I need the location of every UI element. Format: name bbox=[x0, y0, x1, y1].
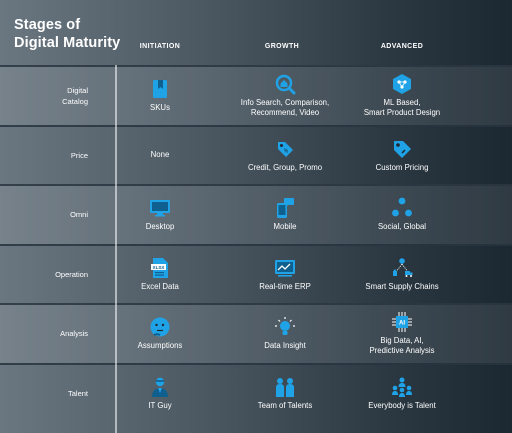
cell-advanced: ML Based, Smart Product Design bbox=[327, 67, 477, 125]
two-people-icon bbox=[274, 376, 296, 398]
hexagon-network-icon bbox=[391, 73, 413, 95]
cell-growth: % Credit, Group, Promo bbox=[210, 127, 360, 185]
cell-initiation: Desktop bbox=[85, 186, 235, 244]
desktop-monitor-icon bbox=[149, 197, 171, 219]
cell-text: Data Insight bbox=[264, 341, 306, 351]
row-label: Omni bbox=[0, 186, 88, 244]
cell-text: Mobile bbox=[273, 222, 297, 232]
row-label: Digital Catalog bbox=[0, 67, 88, 125]
cell-text: IT Guy bbox=[148, 400, 172, 410]
cell-text: Info Search, Comparison, Recommend, Vide… bbox=[240, 98, 330, 118]
column-header-advanced: ADVANCED bbox=[380, 43, 424, 50]
row-label: Price bbox=[0, 127, 88, 185]
cell-growth: Team of Talents bbox=[210, 365, 360, 423]
cell-advanced: AI Big Data, AI, Predictive Analysis bbox=[327, 305, 477, 363]
row-label-text: Price bbox=[70, 150, 88, 160]
ai-chip-icon: AI bbox=[391, 311, 413, 333]
cell-text: Team of Talents bbox=[257, 400, 313, 410]
supply-chain-icon bbox=[391, 257, 413, 279]
cell-advanced: Everybody is Talent bbox=[327, 365, 477, 423]
mobile-chat-icon bbox=[274, 197, 296, 219]
table-row: Price None% Credit, Group, Promo Custom Pri… bbox=[0, 124, 512, 185]
table-row: Talent IT Guy Team of Talents Everybody is … bbox=[0, 362, 512, 423]
cell-text: ML Based, Smart Product Design bbox=[363, 98, 441, 118]
cell-text: Desktop bbox=[145, 222, 175, 232]
row-label-text: Digital Catalog bbox=[62, 85, 88, 106]
title-line-1: Stages of bbox=[14, 17, 81, 33]
person-icon bbox=[149, 376, 171, 398]
row-label-text: Analysis bbox=[60, 329, 88, 339]
svg-text:XLSX: XLSX bbox=[153, 265, 166, 270]
title-line-2: Digital Maturity bbox=[14, 35, 121, 51]
row-label: Operation bbox=[0, 246, 88, 304]
cell-text: Assumptions bbox=[137, 341, 183, 351]
cell-growth: Data Insight bbox=[210, 305, 360, 363]
table-row: Omni Desktop Mobile Social, Global bbox=[0, 184, 512, 244]
price-tag-small-icon: % bbox=[274, 138, 296, 160]
cell-initiation: Assumptions bbox=[85, 305, 235, 363]
cell-text: Credit, Group, Promo bbox=[247, 162, 323, 172]
stages-table: Digital Catalog SKUs Info Search, Comparis… bbox=[0, 65, 512, 422]
thinking-face-icon bbox=[149, 316, 171, 338]
cell-text: Custom Pricing bbox=[375, 162, 429, 172]
cell-initiation: IT Guy bbox=[85, 365, 235, 423]
column-header-growth: GROWTH bbox=[264, 43, 300, 50]
svg-text:%: % bbox=[284, 148, 289, 154]
column-divider bbox=[115, 65, 117, 433]
cell-text: Big Data, AI, Predictive Analysis bbox=[369, 336, 435, 356]
cell-text: Everybody is Talent bbox=[368, 400, 436, 410]
cell-text: Excel Data bbox=[141, 281, 179, 291]
erp-chart-icon bbox=[274, 257, 296, 279]
column-header-initiation: INITIATION bbox=[139, 43, 181, 50]
cell-advanced: Smart Supply Chains bbox=[327, 246, 477, 304]
table-row: Analysis Assumptions Data Insight AI Big Dat… bbox=[0, 303, 512, 363]
home-search-icon bbox=[274, 73, 296, 95]
cell-advanced: Social, Global bbox=[327, 186, 477, 244]
cell-text: Smart Supply Chains bbox=[365, 281, 439, 291]
cell-initiation: XLSX Excel Data bbox=[85, 246, 235, 304]
row-label-text: Talent bbox=[67, 388, 88, 398]
cell-text: None bbox=[150, 150, 170, 160]
cell-growth: Info Search, Comparison, Recommend, Vide… bbox=[210, 67, 360, 125]
group-people-icon bbox=[391, 376, 413, 398]
row-label-text: Omni bbox=[70, 210, 88, 220]
cell-growth: Mobile bbox=[210, 186, 360, 244]
cell-initiation: None bbox=[85, 127, 235, 185]
table-row: Digital Catalog SKUs Info Search, Comparis… bbox=[0, 65, 512, 125]
bookmark-book-icon bbox=[149, 78, 171, 100]
row-label-text: Operation bbox=[55, 269, 88, 279]
page-title: Stages of Digital Maturity bbox=[14, 16, 120, 52]
price-tag-icon bbox=[391, 138, 413, 160]
row-label: Talent bbox=[0, 365, 88, 423]
cell-text: Social, Global bbox=[377, 222, 427, 232]
svg-text:AI: AI bbox=[399, 321, 405, 327]
xlsx-file-icon: XLSX bbox=[149, 257, 171, 279]
cell-initiation: SKUs bbox=[85, 67, 235, 125]
cell-advanced: Custom Pricing bbox=[327, 127, 477, 185]
cell-text: SKUs bbox=[150, 103, 170, 113]
lightbulb-icon bbox=[274, 316, 296, 338]
cell-text: Real-time ERP bbox=[259, 281, 311, 291]
table-row: Operation XLSX Excel Data Real-time ERP Smar… bbox=[0, 243, 512, 304]
row-label: Analysis bbox=[0, 305, 88, 363]
cell-growth: Real-time ERP bbox=[210, 246, 360, 304]
network-nodes-icon bbox=[391, 197, 413, 219]
